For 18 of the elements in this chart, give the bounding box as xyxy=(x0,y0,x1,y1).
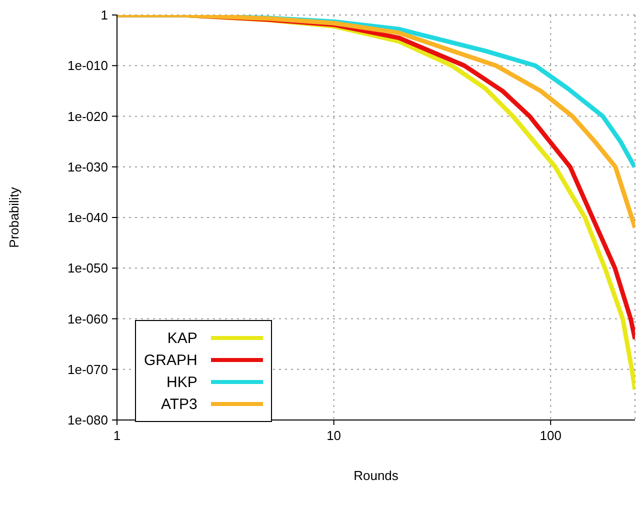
y-tick-label: 1e-010 xyxy=(68,58,108,74)
x-axis-title: Rounds xyxy=(354,468,399,483)
y-tick-label: 1e-060 xyxy=(68,311,108,326)
x-tick-label: 10 xyxy=(326,428,342,444)
legend-label: KAP xyxy=(167,330,198,346)
y-axis-title: Probability xyxy=(6,186,22,248)
y-tick-label: 1e-020 xyxy=(68,108,108,124)
legend-label: ATP3 xyxy=(160,396,198,412)
legend-label: HKP xyxy=(166,374,198,390)
y-tick-label: 1e-030 xyxy=(68,159,108,174)
y-tick-label: 1e-040 xyxy=(68,210,108,226)
y-tick-label: 1e-080 xyxy=(68,412,108,428)
y-tick-label: 1 xyxy=(100,8,108,23)
y-tick-label: 1e-070 xyxy=(68,362,108,377)
legend-label: GRAPH xyxy=(144,352,198,368)
y-tick-label: 1e-050 xyxy=(68,260,108,276)
x-tick-label: 1 xyxy=(113,428,121,444)
x-tick-label: 100 xyxy=(540,428,562,444)
